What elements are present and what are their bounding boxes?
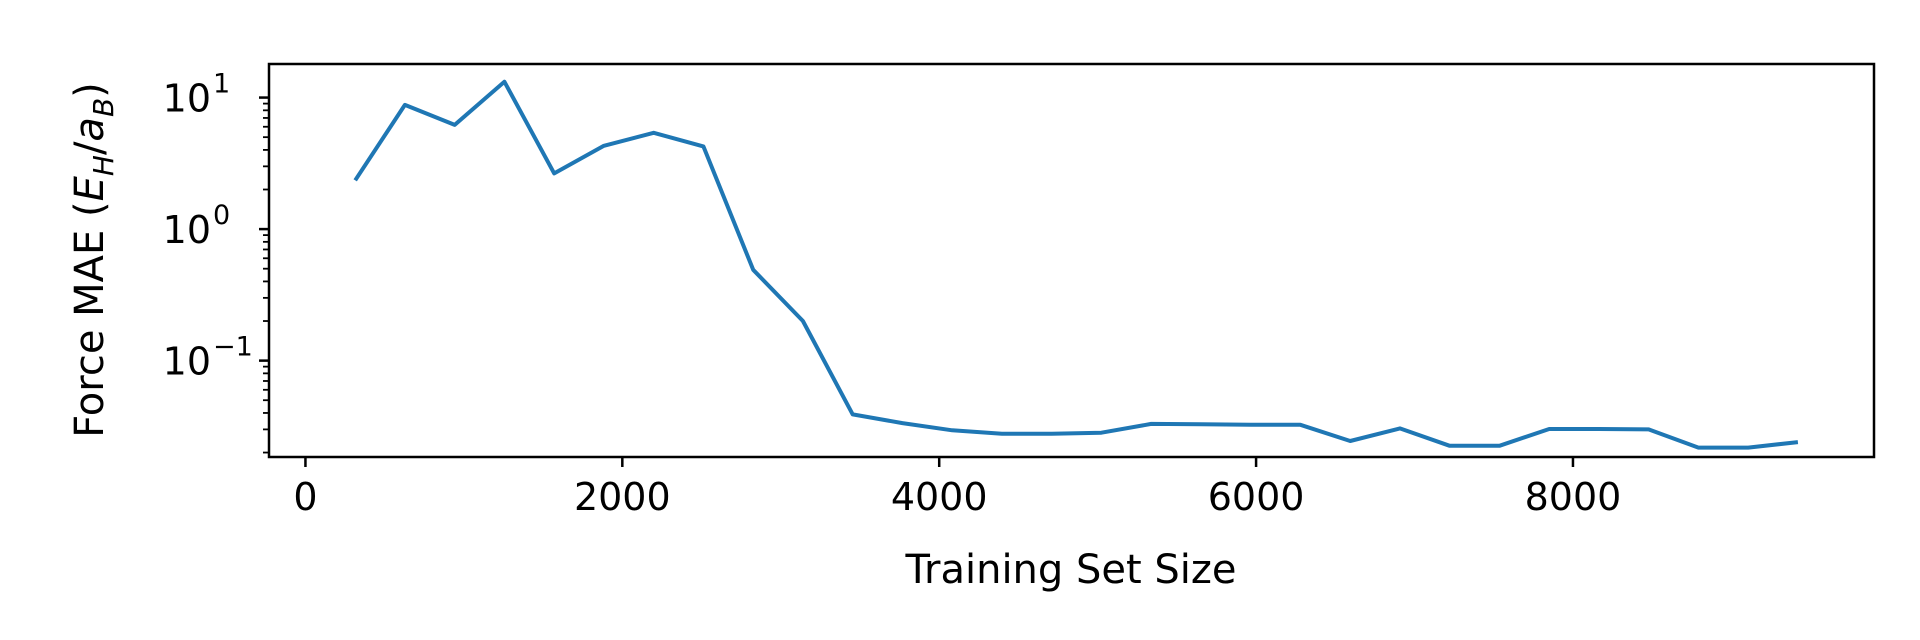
y-axis-label-bohr: a — [67, 117, 113, 142]
y-tick-label-exponent: 0 — [213, 200, 230, 231]
x-tick-label: 4000 — [891, 475, 988, 519]
y-axis-label-energy: E — [67, 175, 113, 201]
y-tick-label-exponent: −1 — [213, 332, 253, 363]
y-axis-label-slash: / — [67, 141, 113, 155]
x-axis-label: Training Set Size — [904, 547, 1236, 593]
x-tick-label: 6000 — [1208, 475, 1305, 519]
y-axis-label-bohr-sub: B — [87, 98, 120, 117]
series-layer — [353, 79, 1799, 450]
x-tick-label: 8000 — [1525, 475, 1622, 519]
series-line — [353, 79, 1799, 450]
y-axis-label-energy-sub: H — [87, 155, 120, 176]
x-tick-label: 0 — [293, 475, 317, 519]
y-tick-label: 10 — [163, 208, 211, 252]
y-tick-label-exponent: 1 — [213, 69, 230, 100]
y-axis-label: Force MAE (EH/aB) — [67, 82, 120, 438]
x-axis-ticks: 0 2000 4000 6000 8000 — [293, 457, 1621, 519]
y-tick-label: 10 — [163, 77, 211, 121]
y-axis-label-suffix: ) — [67, 82, 113, 98]
y-axis-label-prefix: Force MAE ( — [67, 201, 113, 437]
y-tick-label: 10 — [163, 340, 211, 384]
plot-frame — [267, 62, 1876, 459]
x-tick-label: 2000 — [574, 475, 671, 519]
